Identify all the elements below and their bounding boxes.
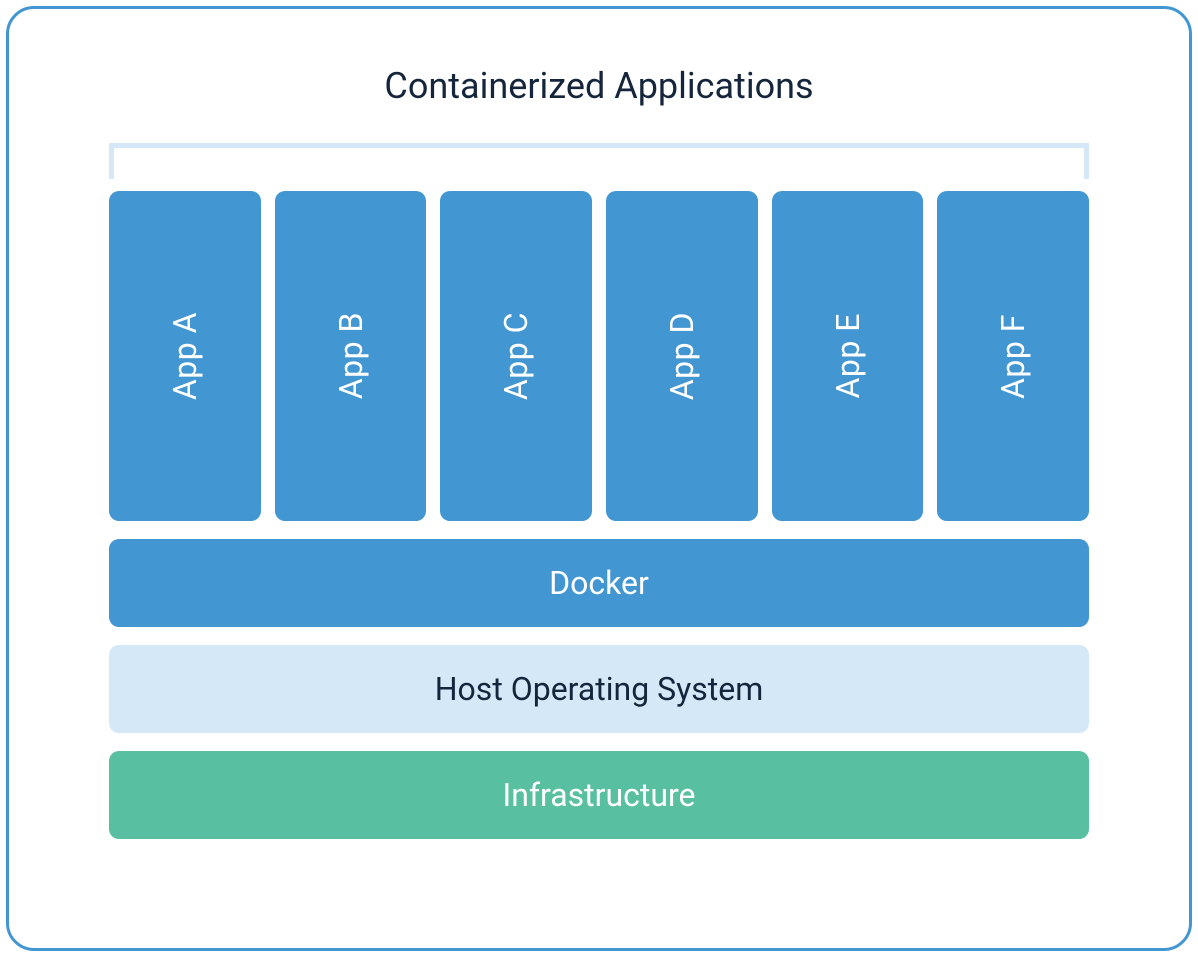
bracket-connector — [109, 143, 1089, 179]
diagram-title: Containerized Applications — [109, 65, 1089, 107]
app-box-c: App C — [440, 191, 592, 521]
apps-row: App A App B App C App D App E App F — [109, 191, 1089, 521]
app-label: App E — [829, 313, 867, 398]
app-label: App C — [497, 312, 535, 400]
layer-label: Docker — [549, 564, 649, 602]
app-box-b: App B — [275, 191, 427, 521]
app-box-f: App F — [937, 191, 1089, 521]
app-box-a: App A — [109, 191, 261, 521]
app-box-d: App D — [606, 191, 758, 521]
app-label: App B — [332, 312, 370, 399]
app-label: App A — [166, 312, 204, 400]
app-box-e: App E — [772, 191, 924, 521]
layer-host-os: Host Operating System — [109, 645, 1089, 733]
app-label: App F — [994, 314, 1032, 399]
layer-infrastructure: Infrastructure — [109, 751, 1089, 839]
app-label: App D — [663, 312, 701, 400]
layer-docker: Docker — [109, 539, 1089, 627]
diagram-frame: Containerized Applications App A App B A… — [6, 6, 1192, 951]
layer-label: Host Operating System — [435, 670, 764, 708]
layer-label: Infrastructure — [503, 776, 696, 814]
